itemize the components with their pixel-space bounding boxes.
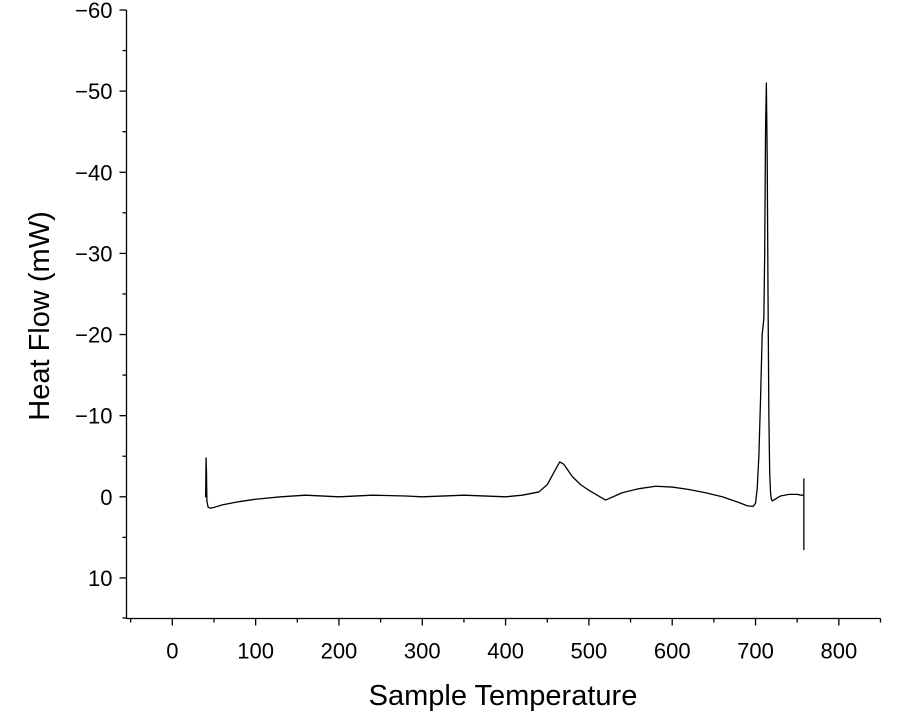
y-axis-title: Heat Flow (mW) [24, 211, 56, 420]
x-tick-label: 100 [237, 639, 274, 664]
x-axis-title: Sample Temperature [369, 680, 638, 712]
y-tick-label: −20 [75, 323, 112, 348]
y-tick-label: 10 [88, 566, 112, 591]
heat-flow-line [205, 82, 805, 551]
y-tick-label: 0 [100, 485, 112, 510]
x-ticks: 0 100 200 300 400 500 600 700 800 [130, 618, 882, 664]
y-ticks: 10 0 −10 −20 −30 −40 −50 −60 [75, 0, 127, 619]
x-tick-label: 0 [166, 639, 178, 664]
y-tick-label: −10 [75, 404, 112, 429]
axes [125, 10, 881, 620]
x-tick-label: 700 [737, 639, 774, 664]
y-tick-label: −50 [75, 79, 112, 104]
x-tick-label: 200 [321, 639, 358, 664]
x-tick-label: 800 [820, 639, 857, 664]
x-tick-label: 400 [487, 639, 524, 664]
y-tick-label: −60 [75, 0, 112, 23]
x-tick-label: 500 [571, 639, 608, 664]
y-tick-label: −30 [75, 241, 112, 266]
x-tick-label: 600 [654, 639, 691, 664]
plot-area [205, 82, 805, 551]
x-tick-label: 300 [404, 639, 441, 664]
y-tick-label: −40 [75, 160, 112, 185]
